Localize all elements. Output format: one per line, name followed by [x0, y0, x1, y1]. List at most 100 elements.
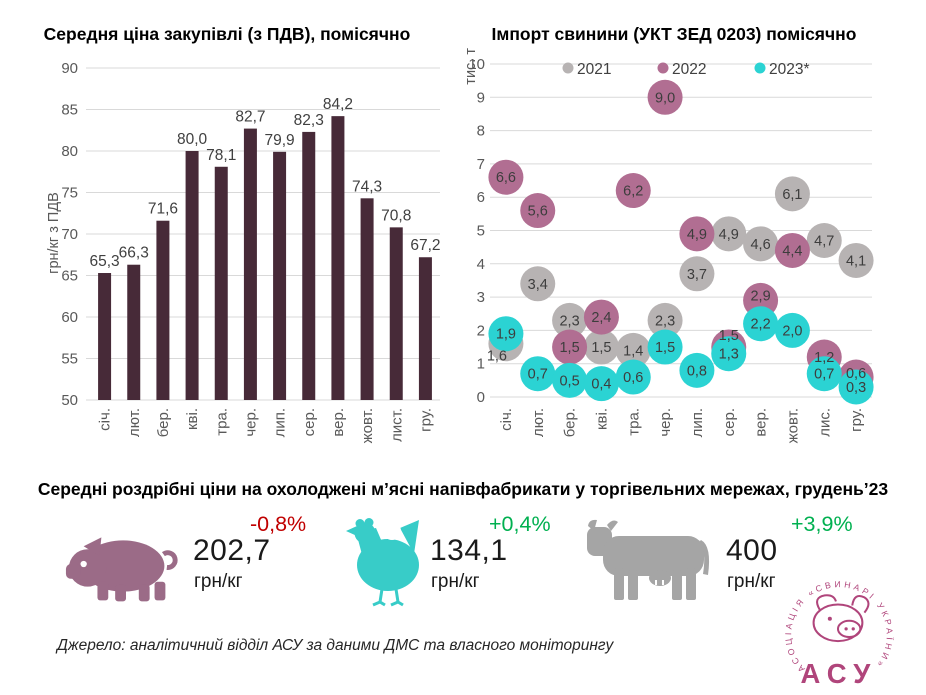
month-label: чер. [242, 408, 259, 437]
data-point [520, 356, 556, 392]
data-point-label: 9,0 [655, 90, 675, 106]
month-label: жовт. [359, 408, 376, 443]
bar [360, 198, 374, 400]
month-label: вер. [753, 408, 770, 437]
legend-dot [562, 62, 574, 74]
data-point-label: 4,6 [750, 237, 770, 253]
month-label: лип. [689, 408, 706, 437]
month-label: гру. [848, 408, 865, 432]
logo-pig-sketch [812, 594, 870, 643]
y-tick-label: 1 [477, 356, 485, 373]
data-point [647, 79, 683, 115]
pork-retail-price: 202,7 [193, 534, 271, 567]
cow-udder-detail [655, 580, 664, 585]
data-point-label: 1,2 [814, 350, 834, 366]
pork-price-unit: грн/кг [194, 571, 243, 592]
month-label: вер. [330, 408, 347, 437]
bar [243, 128, 257, 400]
y-tick-label: 90 [61, 60, 78, 77]
data-point-label: 0,8 [687, 363, 707, 379]
pork-import-chart: Імпорт свинини (УКТ ЗЕД 0203) помісячно … [463, 24, 874, 443]
month-label: чер. [657, 408, 674, 437]
month-label: січ. [97, 408, 114, 431]
data-point-label: 1,3 [719, 347, 739, 363]
data-point [838, 242, 874, 278]
scatter-plot-area: 0 1 2 3 4 5 6 7 8 9 10 січ. лют. бер. кві. тра. чер. лип.… [468, 56, 874, 443]
data-point [743, 306, 779, 342]
chart-title: Імпорт свинини (УКТ ЗЕД 0203) помісячно [492, 24, 857, 44]
month-label: сер. [301, 408, 318, 436]
y-tick-label: 4 [477, 256, 485, 273]
chicken-icon [346, 518, 419, 607]
chicken-notch [383, 522, 401, 540]
legend-dot [754, 62, 766, 74]
logo-abbr: АСУ [800, 658, 877, 689]
data-point-label: 4,4 [782, 243, 802, 259]
data-point-label: 1,5 [655, 340, 675, 356]
bar-value-label: 66,3 [119, 245, 149, 262]
month-label: тра. [213, 408, 230, 436]
data-point [647, 302, 683, 338]
y-axis-title: грн/кг з ПДВ [46, 192, 62, 274]
data-point-label: 2,9 [750, 288, 770, 304]
y-tick-label: 3 [477, 289, 485, 306]
data-point [520, 266, 556, 302]
month-label: бер. [562, 408, 579, 437]
data-point-label: 0,6 [623, 370, 643, 386]
y-tick-label: 6 [477, 189, 485, 206]
bar [98, 273, 112, 400]
data-point-label: 3,4 [528, 277, 548, 293]
bar-value-label: 79,9 [264, 132, 294, 149]
month-label: лист. [388, 408, 405, 442]
data-point-label: 0,6 [846, 366, 866, 382]
data-point-label: 5,6 [528, 204, 548, 220]
data-point [679, 256, 715, 292]
y-tick-label: 75 [61, 185, 78, 202]
pork-price-change: -0,8% [250, 512, 307, 536]
chicken-retail-price: 134,1 [430, 534, 508, 567]
y-tick-label: 8 [477, 123, 485, 140]
data-point [774, 312, 810, 348]
bar-value-label: 78,1 [206, 147, 236, 164]
month-label: лип. [272, 408, 289, 437]
data-point-label: 1,4 [623, 343, 643, 359]
bar-value-label: 71,6 [148, 201, 178, 218]
data-point-label: 2,0 [782, 323, 802, 339]
asu-logo: АСОЦІАЦІЯ «СВИНАРІ УКРАЇНИ» АСУ [783, 579, 894, 689]
data-point [552, 302, 588, 338]
chicken-price-change: +0,4% [489, 512, 551, 536]
data-point [711, 336, 747, 372]
y-tick-label: 85 [61, 102, 78, 119]
bar-value-label: 74,3 [352, 178, 382, 195]
purchase-price-chart: Середня ціна закупівлі (з ПДВ), помісячн… [44, 24, 441, 443]
y-tick-label: 50 [61, 392, 78, 409]
data-point [488, 159, 524, 195]
data-point [711, 216, 747, 252]
data-point-label: 0,3 [846, 380, 866, 396]
bar-value-label: 82,3 [294, 112, 324, 129]
source-note: Джерело: аналітичний відділ АСУ за даним… [57, 637, 614, 654]
bar [389, 227, 403, 400]
data-point-label: 0,7 [528, 367, 548, 383]
chicken-price-unit: грн/кг [431, 571, 480, 592]
y-tick-label: 55 [61, 351, 78, 368]
data-point-label: 1,5 [559, 340, 579, 356]
y-tick-label: 0 [477, 389, 485, 406]
data-point-label: 4,1 [846, 253, 866, 269]
bar-value-label: 65,3 [89, 253, 119, 270]
month-label: лют. [530, 408, 547, 437]
data-point-label: 4,9 [687, 227, 707, 243]
bar-value-label: 70,8 [381, 207, 411, 224]
data-point [583, 366, 619, 402]
y-axis-title: тис. т [463, 48, 479, 85]
data-point [488, 316, 524, 352]
legend-dot [657, 62, 669, 74]
data-point-label: 1,5 [591, 340, 611, 356]
y-tick-label: 70 [61, 226, 78, 243]
bar [156, 220, 170, 400]
month-label: лис. [816, 408, 833, 437]
month-label: кві. [593, 408, 610, 430]
legend-label: 2023* [769, 61, 810, 78]
pig-eye [80, 560, 87, 568]
